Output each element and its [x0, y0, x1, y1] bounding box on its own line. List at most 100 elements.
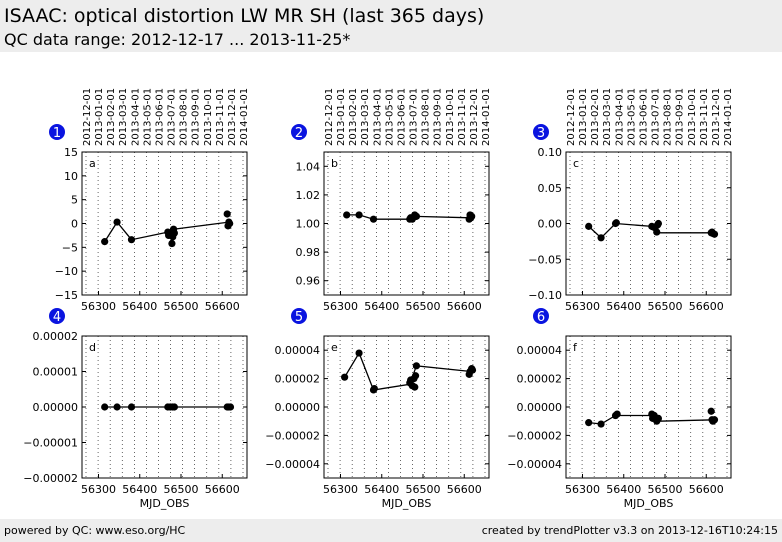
date-tick-label: 2013-04-01 — [372, 88, 383, 146]
date-tick-label: 2013-11-01 — [699, 88, 710, 146]
header-bar — [0, 0, 782, 52]
plot-panel-4: −0.00002 −0.00001 0.00000 0.00001 0.00002 563… — [23, 308, 248, 510]
date-tick-label: 2013-08-01 — [421, 88, 432, 146]
panel-label: b — [331, 157, 338, 170]
y-tick-label: 0.00000 — [275, 401, 321, 414]
data-point — [612, 219, 620, 227]
date-tick-label: 2013-03-01 — [118, 88, 129, 146]
date-tick-label: 2012-12-01 — [566, 88, 577, 146]
x-tick-label: 56500 — [164, 483, 199, 496]
panel-label: c — [573, 157, 579, 170]
data-point — [585, 222, 593, 230]
date-tick-label: 2014-01-01 — [723, 88, 734, 146]
plot-number-label: 3 — [537, 126, 545, 141]
data-point — [127, 403, 136, 411]
date-tick-label: 2013-09-01 — [675, 88, 686, 146]
y-tick-label: 0.00001 — [33, 366, 79, 379]
data-point — [613, 410, 621, 418]
page-subtitle: QC data range: 2012-12-17 ... 2013-11-25… — [4, 30, 351, 49]
date-tick-label: 2014-01-01 — [481, 88, 492, 146]
x-tick-label: 56600 — [205, 483, 240, 496]
plot-number-label: 6 — [537, 310, 545, 325]
plot-frame — [565, 335, 732, 479]
y-tick-label: 0.96 — [296, 275, 321, 288]
y-tick-label: 0.00002 — [275, 373, 321, 386]
x-tick-label: 56400 — [606, 300, 641, 313]
data-point — [710, 230, 719, 238]
plot-number-label: 5 — [295, 310, 303, 325]
data-point — [653, 228, 661, 236]
y-tick-label: −15 — [55, 289, 78, 302]
data-point — [113, 218, 121, 226]
date-tick-label: 2013-09-01 — [433, 88, 444, 146]
plot-frame — [323, 151, 490, 296]
x-tick-label: 56400 — [122, 300, 157, 313]
y-tick-label: −0.00004 — [265, 458, 320, 471]
y-tick-label: −5 — [62, 241, 78, 254]
data-point — [170, 403, 178, 411]
y-tick-label: −10 — [55, 265, 78, 278]
date-tick-label: 2013-04-01 — [614, 88, 625, 146]
footer-created-by: created by trendPlotter v3.3 on 2013-12-… — [481, 524, 778, 537]
x-tick-label: 56400 — [122, 483, 157, 496]
date-tick-label: 2013-03-01 — [360, 88, 371, 146]
date-tick-label: 2013-06-01 — [396, 88, 407, 146]
y-tick-label: 0.10 — [538, 146, 563, 159]
data-point — [412, 212, 420, 220]
x-tick-label: 56500 — [648, 483, 683, 496]
y-tick-label: 0.00002 — [33, 330, 79, 343]
plot-number-badge — [49, 308, 65, 324]
data-point — [411, 372, 420, 380]
data-point — [113, 403, 121, 411]
date-tick-label: 2013-02-01 — [106, 88, 117, 146]
plot-number-label: 2 — [295, 126, 303, 141]
y-tick-label: −0.00002 — [265, 429, 320, 442]
x-tick-label: 56600 — [689, 300, 724, 313]
y-tick-label: 0.00002 — [517, 373, 563, 386]
date-tick-label: 2013-01-01 — [336, 88, 347, 146]
data-point — [370, 384, 378, 393]
data-point — [369, 215, 378, 223]
date-tick-label: 2012-12-01 — [324, 88, 335, 146]
x-tick-label: 56300 — [81, 300, 116, 313]
date-tick-label: 2013-07-01 — [651, 88, 662, 146]
y-tick-label: 5 — [71, 194, 78, 207]
data-point — [226, 403, 235, 411]
panel-label: d — [89, 341, 96, 354]
x-tick-label: 56300 — [323, 300, 358, 313]
date-tick-label: 2013-05-01 — [142, 88, 153, 146]
y-tick-label: 0 — [71, 218, 78, 231]
plot-number-label: 4 — [53, 310, 61, 325]
x-tick-label: 56300 — [565, 300, 600, 313]
date-tick-label: 2013-11-01 — [215, 88, 226, 146]
plot-number-badge — [533, 124, 549, 140]
y-tick-label: 15 — [64, 146, 78, 159]
data-point — [355, 349, 363, 357]
data-point — [101, 403, 109, 411]
y-tick-label: 0.00000 — [517, 401, 563, 414]
date-tick-label: 2013-10-01 — [203, 88, 214, 146]
data-point — [597, 234, 605, 242]
data-point — [654, 219, 663, 228]
plot-panel-5: −0.00004 −0.00002 0.00000 0.00002 0.00004 563… — [265, 308, 490, 510]
data-point — [223, 210, 231, 218]
date-tick-label: 2013-08-01 — [663, 88, 674, 146]
data-point — [226, 219, 234, 228]
x-tick-label: 56500 — [406, 300, 441, 313]
footer-powered-by: powered by QC: www.eso.org/HC — [4, 524, 186, 537]
plot-frame — [323, 335, 490, 479]
data-point — [170, 229, 178, 237]
data-point — [101, 238, 109, 246]
data-point — [355, 211, 363, 219]
footer-bar — [0, 519, 782, 542]
date-tick-label: 2013-10-01 — [687, 88, 698, 146]
data-point — [411, 383, 419, 391]
x-tick-label: 56600 — [689, 483, 724, 496]
panel-label: a — [89, 157, 96, 170]
plot-panel-1: −15 −10 −5 0 5 10 15 56300 56400 56500 56600 2012-1… — [49, 88, 250, 313]
y-tick-label: −0.00002 — [23, 472, 78, 485]
y-tick-label: 0.00004 — [275, 344, 321, 357]
x-axis-label: MJD_OBS — [140, 497, 190, 510]
data-point — [597, 420, 605, 428]
